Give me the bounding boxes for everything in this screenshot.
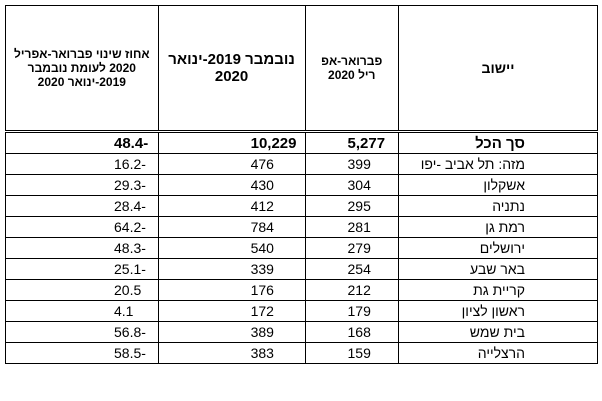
number-cell: 58.5- [5,342,159,364]
table-row: הרצלייה 159 383 58.5- [5,342,598,364]
number-cell: 784 [157,216,306,238]
number-cell: 279 [304,237,400,259]
number-cell: 179 [304,300,400,322]
number-cell: 399 [304,153,400,175]
number-cell: 48.4- [5,130,159,154]
number-cell: 476 [157,153,306,175]
number-cell: 56.8- [5,321,159,343]
table-row: באר שבע 254 339 25.1- [5,258,598,280]
table-row: ירושלים 279 540 48.3- [5,237,598,259]
locality-cell: ירושלים [398,237,598,259]
locality-cell: הרצלייה [398,342,598,364]
locality-cell: מזה: תל אביב -יפו [398,153,598,175]
table-row: נתניה 295 412 28.4- [5,195,598,217]
number-cell: 20.5 [5,279,159,301]
locality-cell: אשקלון [398,174,598,196]
column-header: נובמבר 2019-ינואר 2020 [157,5,306,132]
total-row: סך הכל 5,277 10,229 48.4- [5,130,598,154]
table-row: אשקלון 304 430 29.3- [5,174,598,196]
table-row: ראשון לציון 179 172 4.1 [5,300,598,322]
number-cell: 29.3- [5,174,159,196]
locality-cell: סך הכל [398,130,598,154]
locality-cell: רמת גן [398,216,598,238]
number-cell: 16.2- [5,153,159,175]
table-row: קריית גת 212 176 20.5 [5,279,598,301]
number-cell: 64.2- [5,216,159,238]
number-cell: 540 [157,237,306,259]
number-cell: 172 [157,300,306,322]
table-row: בית שמש 168 389 56.8- [5,321,598,343]
number-cell: 383 [157,342,306,364]
number-cell: 412 [157,195,306,217]
locality-cell: קריית גת [398,279,598,301]
number-cell: 4.1 [5,300,159,322]
table-body: סך הכל 5,277 10,229 48.4- מזה: תל אביב -יפו 3… [5,130,598,364]
number-cell: 281 [304,216,400,238]
number-cell: 168 [304,321,400,343]
data-table: יישוב פברואר-אפ ריל 2020 נובמבר 2019-ינואר… [5,5,598,364]
number-cell: 159 [304,342,400,364]
number-cell: 389 [157,321,306,343]
number-cell: 430 [157,174,306,196]
locality-cell: ראשון לציון [398,300,598,322]
locality-cell: באר שבע [398,258,598,280]
number-cell: 304 [304,174,400,196]
table-row: רמת גן 281 784 64.2- [5,216,598,238]
number-cell: 25.1- [5,258,159,280]
column-header: פברואר-אפ ריל 2020 [304,5,400,132]
header-row: יישוב פברואר-אפ ריל 2020 נובמבר 2019-ינואר… [5,5,598,132]
locality-cell: בית שמש [398,321,598,343]
number-cell: 254 [304,258,400,280]
number-cell: 212 [304,279,400,301]
locality-cell: נתניה [398,195,598,217]
number-cell: 10,229 [157,130,306,154]
number-cell: 5,277 [304,130,400,154]
number-cell: 48.3- [5,237,159,259]
column-header: אחוז שינוי פברואר-אפריל 2020 לעומת נובמב… [5,5,159,132]
number-cell: 28.4- [5,195,159,217]
number-cell: 295 [304,195,400,217]
number-cell: 176 [157,279,306,301]
column-header: יישוב [398,5,598,132]
table-row: מזה: תל אביב -יפו 399 476 16.2- [5,153,598,175]
number-cell: 339 [157,258,306,280]
